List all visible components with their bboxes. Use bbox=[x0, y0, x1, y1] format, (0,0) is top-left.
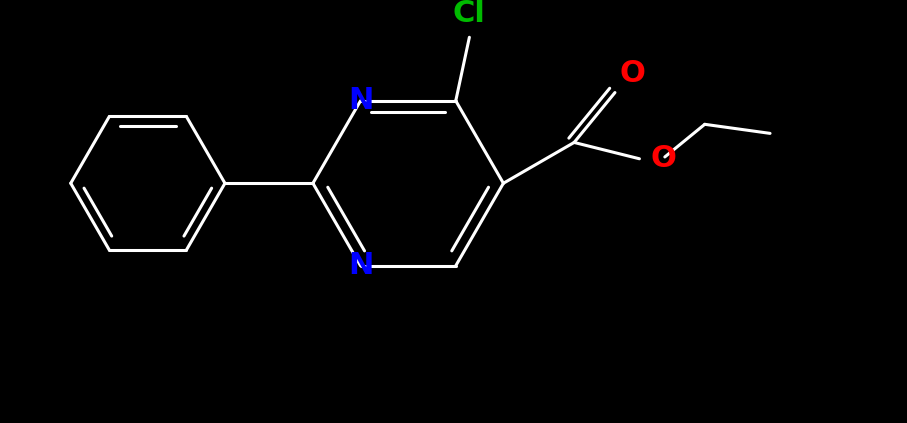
Text: O: O bbox=[619, 59, 646, 88]
Text: Cl: Cl bbox=[453, 0, 486, 28]
Text: N: N bbox=[348, 86, 373, 115]
Text: O: O bbox=[650, 144, 677, 173]
Text: N: N bbox=[348, 251, 373, 280]
